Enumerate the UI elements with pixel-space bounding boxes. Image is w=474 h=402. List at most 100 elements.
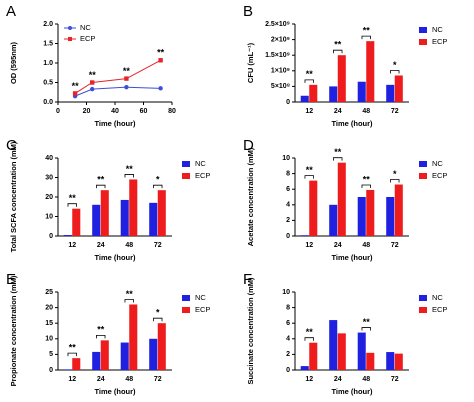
bar bbox=[337, 55, 346, 102]
significance-label: * bbox=[156, 175, 160, 185]
x-tick-label: 72 bbox=[154, 376, 162, 383]
significance-label: ** bbox=[306, 165, 314, 175]
significance-bracket bbox=[361, 35, 371, 40]
y-axis-label: Succinate concentration (mM) bbox=[246, 277, 255, 385]
bar bbox=[329, 86, 338, 102]
significance-label: ** bbox=[97, 175, 105, 185]
point bbox=[158, 86, 163, 91]
bar bbox=[329, 204, 338, 236]
significance-label: * bbox=[393, 169, 397, 179]
series-line bbox=[74, 59, 161, 94]
significance-label: ** bbox=[363, 26, 371, 36]
y-tick-label: 8 bbox=[286, 304, 290, 311]
y-tick-label: 1.5×10⁹ bbox=[265, 52, 290, 59]
legend-label: ECP bbox=[195, 305, 210, 314]
significance-bracket bbox=[67, 203, 77, 207]
legend-swatch bbox=[419, 27, 427, 33]
significance-label: * bbox=[393, 60, 397, 70]
bar bbox=[386, 352, 395, 370]
panel-letter: C bbox=[6, 137, 17, 154]
x-axis-label: Time (hour) bbox=[331, 387, 373, 396]
legend-label: ECP bbox=[195, 171, 210, 180]
y-tick-label: 0 bbox=[49, 367, 53, 374]
bar bbox=[149, 338, 158, 370]
x-tick-label: 48 bbox=[362, 108, 370, 115]
x-tick-label: 12 bbox=[305, 108, 313, 115]
bar bbox=[157, 323, 166, 370]
x-axis-label: Time (hour) bbox=[331, 119, 373, 128]
x-axis-label: Time (hour) bbox=[331, 253, 373, 262]
y-tick-label: 2 bbox=[286, 217, 290, 224]
significance-label: ** bbox=[123, 66, 131, 76]
legend-swatch bbox=[182, 173, 190, 179]
x-tick-label: 24 bbox=[334, 108, 342, 115]
y-tick-label: 10 bbox=[282, 155, 290, 162]
legend-label: ECP bbox=[80, 34, 95, 43]
y-tick-label: 6 bbox=[286, 320, 290, 327]
y-tick-label: 10 bbox=[282, 289, 290, 296]
bar bbox=[366, 189, 375, 236]
x-tick-label: 12 bbox=[305, 376, 313, 383]
legend-swatch bbox=[419, 173, 427, 179]
y-tick-label: 2 bbox=[286, 351, 290, 358]
panel-letter: A bbox=[6, 3, 16, 20]
y-tick-label: 8 bbox=[286, 170, 290, 177]
y-tick-label: 2.0 bbox=[43, 21, 53, 28]
x-tick-label: 24 bbox=[97, 376, 105, 383]
legend-label: NC bbox=[80, 23, 91, 32]
x-tick-label: 20 bbox=[83, 108, 91, 115]
y-axis-label: Total SCFA concentration (mM) bbox=[9, 141, 18, 252]
x-tick-label: 12 bbox=[68, 376, 76, 383]
significance-label: ** bbox=[306, 69, 314, 79]
bar bbox=[309, 84, 318, 102]
legend-label: NC bbox=[432, 25, 443, 34]
bar bbox=[100, 190, 109, 236]
legend-label: ECP bbox=[432, 305, 447, 314]
x-tick-label: 72 bbox=[391, 108, 399, 115]
y-tick-label: 2.5×10⁹ bbox=[265, 21, 290, 28]
x-tick-label: 48 bbox=[362, 376, 370, 383]
y-tick-label: 30 bbox=[45, 174, 53, 181]
y-tick-label: 1.5 bbox=[43, 40, 53, 47]
significance-label: ** bbox=[334, 147, 342, 157]
panel-letter: F bbox=[243, 271, 252, 288]
significance-label: ** bbox=[157, 48, 165, 58]
legend-label: NC bbox=[432, 159, 443, 168]
significance-bracket bbox=[96, 184, 106, 189]
point bbox=[90, 80, 95, 85]
y-tick-label: 0.0 bbox=[43, 99, 53, 106]
legend-swatch bbox=[182, 307, 190, 313]
legend-label: ECP bbox=[432, 37, 447, 46]
panel-letter: E bbox=[6, 271, 16, 288]
significance-bracket bbox=[390, 179, 400, 183]
x-axis-label: Time (hour) bbox=[94, 387, 136, 396]
y-tick-label: 0 bbox=[286, 233, 290, 240]
bar bbox=[366, 41, 375, 102]
legend-label: NC bbox=[432, 293, 443, 302]
y-tick-label: 2×10⁹ bbox=[271, 36, 290, 43]
bar bbox=[149, 202, 158, 236]
legend-swatch bbox=[419, 39, 427, 45]
legend-swatch bbox=[182, 295, 190, 301]
y-tick-label: 1.0 bbox=[43, 60, 53, 67]
y-tick-label: 20 bbox=[45, 304, 53, 311]
legend-label: NC bbox=[195, 159, 206, 168]
legend-swatch bbox=[419, 295, 427, 301]
significance-label: ** bbox=[334, 40, 342, 50]
x-axis-label: Time (hour) bbox=[94, 253, 136, 262]
bar bbox=[300, 95, 309, 102]
y-tick-label: 10 bbox=[45, 213, 53, 220]
y-tick-label: 0.5 bbox=[43, 79, 53, 86]
y-axis-label: OD (595nm) bbox=[9, 41, 18, 84]
point bbox=[124, 76, 129, 81]
x-tick-label: 12 bbox=[305, 242, 313, 249]
bar bbox=[309, 180, 318, 236]
bar bbox=[394, 184, 403, 236]
bar bbox=[72, 208, 81, 236]
y-tick-label: 4 bbox=[286, 202, 290, 209]
x-tick-label: 24 bbox=[334, 376, 342, 383]
y-axis-label: Propionate concentration (mM) bbox=[9, 275, 18, 386]
bar bbox=[120, 342, 129, 370]
legend-label: ECP bbox=[432, 171, 447, 180]
